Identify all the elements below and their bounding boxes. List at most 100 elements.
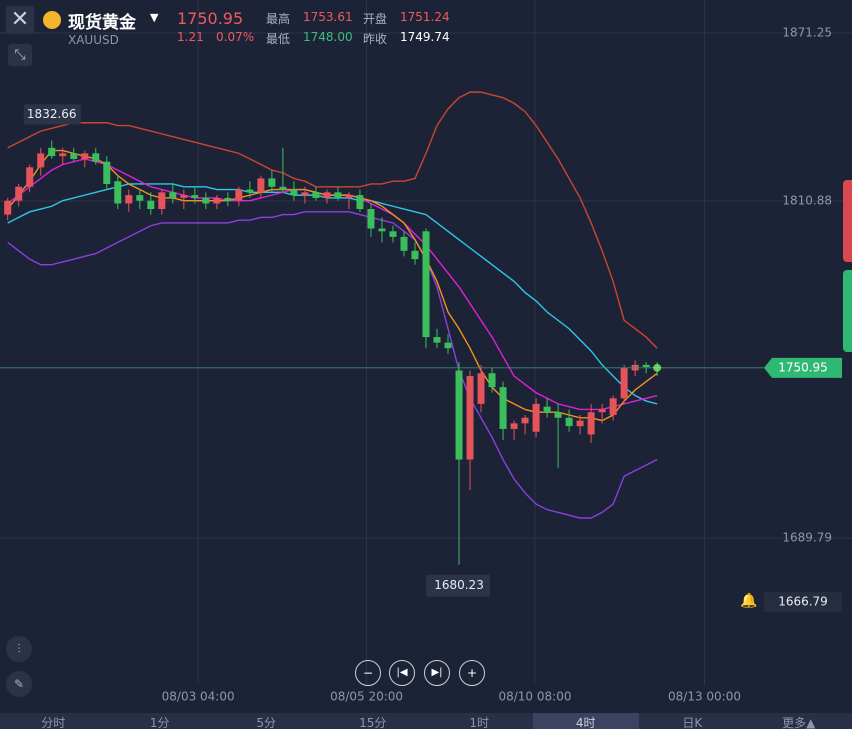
candle-body [213,197,221,204]
candle-body [521,417,529,424]
candle-body [499,387,507,429]
candle-body [356,195,364,210]
low-label: 最低 [266,32,291,46]
y-tick-label: 1810.88 [782,194,832,208]
candle-body [279,186,287,190]
indicator-line [7,158,658,411]
current-price-tag [764,357,842,378]
zoom-out[interactable]: − [355,660,381,686]
min-label-box [426,574,491,597]
timeframe-tab[interactable]: 1分 [149,716,170,729]
candle-body [444,342,452,349]
close-button[interactable]: ✕ [6,6,34,34]
candle-body [268,178,276,187]
zoom-in[interactable]: + [459,660,485,686]
open-label: 开盘 [363,12,388,26]
candle-body [37,153,45,168]
candle-body [147,200,155,210]
candle-body [642,364,650,368]
timeframe-tab[interactable]: 日K [682,716,703,729]
y-tick-label: 1871.25 [782,25,832,39]
candle-body [191,195,199,198]
side-tab-red[interactable] [843,180,852,262]
candle-body [598,409,606,413]
candle-body [246,189,254,193]
candle-body [576,420,584,427]
go-start[interactable]: |◀ [389,660,415,686]
current-price-dot [653,363,662,372]
candle-body [532,403,540,432]
candle-body [543,406,551,413]
timeframe-tab[interactable]: 分时 [41,716,66,729]
high-value: 1753.61 [303,10,353,24]
timeframe-tabs: 分时 1分 5分 15分 1时 4时 日K 更多▲ [0,713,852,729]
candle-body [125,195,133,204]
low-value: 1748.00 [303,30,353,44]
candle-body [290,189,298,196]
max-label-box [23,104,81,125]
candle-body [70,153,78,159]
high-label: 最高 [266,12,291,26]
candle-body [609,398,617,416]
candle-body [158,192,166,210]
timeframe-tab[interactable]: 5分 [256,716,277,729]
candle-body [488,373,496,388]
candle-body [345,195,353,198]
draw-tool[interactable]: ✎ [6,671,32,697]
candle-body [103,161,111,184]
candle-body [136,195,144,201]
candle-body [466,376,474,460]
indicator-tool[interactable]: ⫶ [6,636,32,662]
current-price-label: 1750.95 [778,360,828,374]
side-tab-green[interactable] [843,270,852,352]
indicator-line [7,183,658,405]
change-pct: 0.07% [216,30,255,44]
x-tick-label: 08/13 00:00 [668,690,741,704]
alert-price-label: 1666.79 [778,595,828,609]
candle-body [400,236,408,251]
symbol: XAUUSD [68,33,119,47]
candle-body [389,231,397,237]
candle-body [26,167,34,187]
candle-body [411,250,419,260]
x-tick-label: 08/05 20:00 [330,690,403,704]
y-tick-label: 1689.79 [782,531,832,545]
candle-body [257,178,265,193]
price: 1750.95 [177,9,244,28]
candle-body [565,417,573,427]
candle-body [477,373,485,404]
go-end[interactable]: ▶| [424,660,450,686]
candle-body [48,147,56,157]
candle-body [4,200,12,215]
candle-body [455,370,463,460]
dropdown-arrow[interactable]: ▼ [150,11,159,24]
candle-body [92,153,100,162]
candle-body [620,367,628,399]
timeframe-tab[interactable]: 更多▲ [782,716,816,729]
shrink-button[interactable]: ⤡ [8,44,32,66]
indicator-line [7,91,658,349]
candle-body [180,195,188,198]
alert-bell[interactable]: 🔔 [740,593,758,609]
change: 1.21 [177,30,204,44]
timeframe-tab[interactable]: 1时 [469,716,490,729]
candle-body [554,412,562,418]
candle-body [378,228,386,232]
candle-body [224,197,232,201]
timeframe-tab[interactable]: 4时 [532,713,639,729]
candle-body [59,153,67,157]
timeframe-tab[interactable]: 15分 [359,716,387,729]
instrument-name[interactable]: 现货黄金 [68,13,136,33]
min-label: 1680.23 [434,578,484,592]
candle-body [235,189,243,201]
candle-body [510,423,518,429]
prev-close-value: 1749.74 [400,30,450,44]
alert-box [764,592,842,613]
prev-close-label: 昨收 [363,32,388,46]
open-value: 1751.24 [400,10,450,24]
gold-icon [43,11,61,29]
candle-body [15,186,23,201]
candle-body [422,231,430,338]
candle-body [202,197,210,204]
